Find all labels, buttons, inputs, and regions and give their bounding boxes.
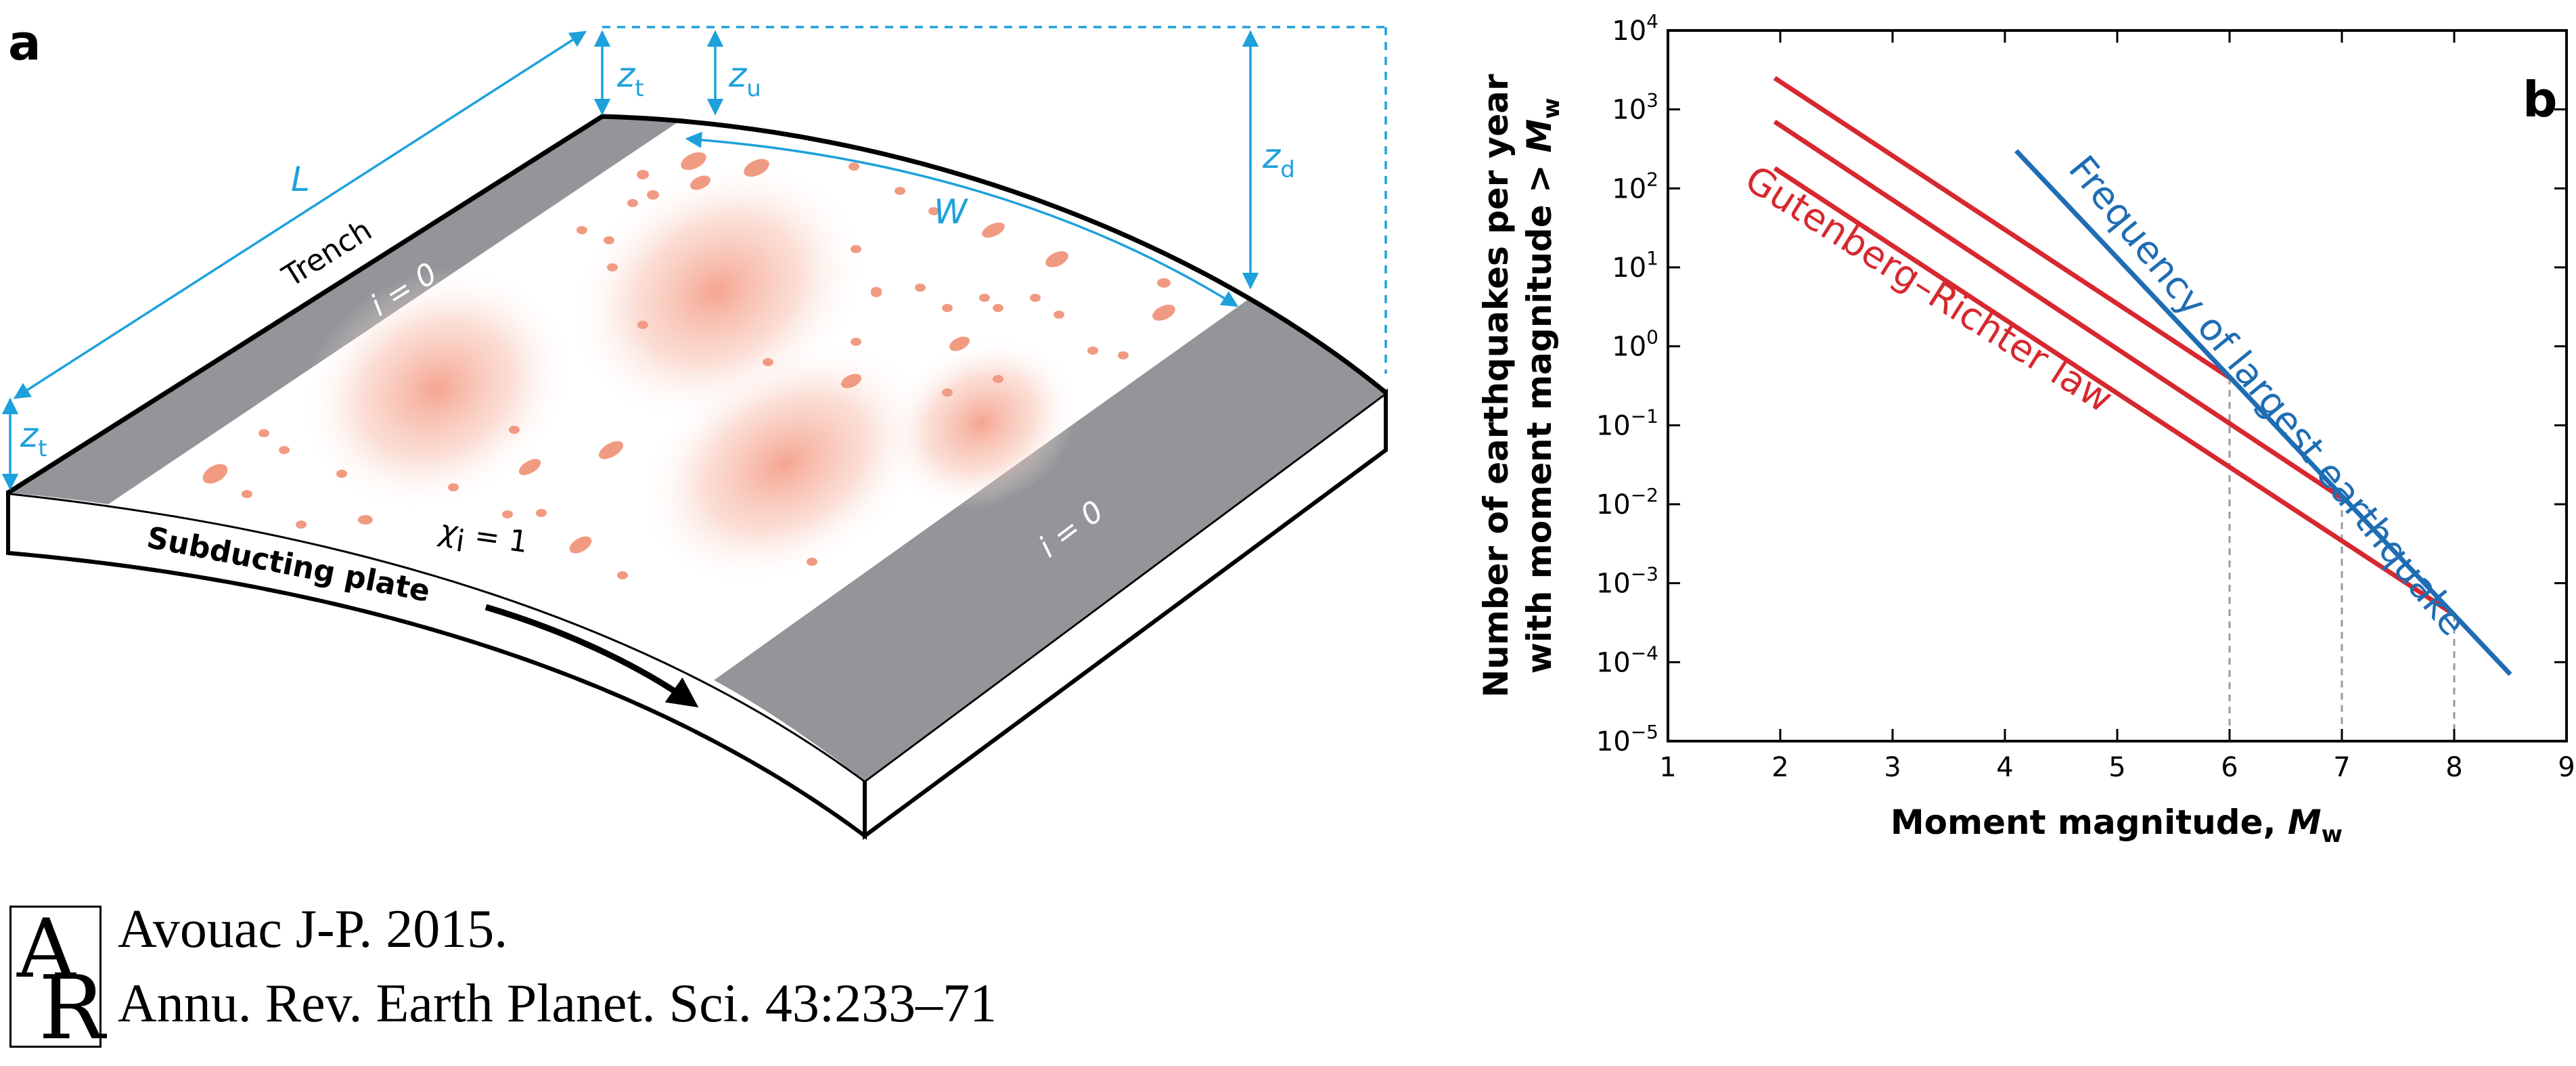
x-tick-label: 6: [2221, 752, 2238, 783]
journal-credit: A R Avouac J-P. 2015. Annu. Rev. Earth P…: [9, 899, 1160, 1059]
dimension-lines: [1, 26, 1387, 491]
panel-b-letter: b: [2523, 71, 2558, 128]
y-tick-label: 10−3: [1596, 563, 1658, 600]
y-tick-label: 10−1: [1596, 405, 1658, 441]
label-chi: χi = 1: [435, 513, 530, 568]
label-zt-left: zt: [20, 416, 47, 462]
label-zu: zu: [728, 55, 761, 102]
x-tick-label: 7: [2333, 752, 2350, 783]
x-tick-label: 2: [1771, 752, 1788, 783]
x-axis-ticks: 1 2 3 4 5 6 7 8 9: [1659, 30, 2575, 783]
y-axis-ticks: 10−5 10−4 10−3 10−2 10−1 100 101 102 103 104: [1596, 10, 2567, 757]
label-zt-top: zt: [616, 55, 644, 102]
dim-W: [685, 131, 1239, 307]
y-tick-label: 101: [1612, 247, 1658, 284]
locked-zone-deep: [714, 298, 1386, 780]
dim-L: [13, 30, 587, 399]
x-axis-title: Moment magnitude, Mw: [1891, 803, 2343, 848]
series-line-gutenberg-richter: [1773, 166, 2456, 617]
y-tick-label: 10−2: [1596, 484, 1658, 520]
series-line-largest-earthquake: [2014, 149, 2512, 676]
label-W: W: [934, 192, 968, 231]
series-line-gutenberg-richter: [1773, 76, 2231, 380]
annual-reviews-logo: A R: [9, 902, 105, 1059]
logo-letter-a: A: [17, 902, 76, 996]
series-line-gutenberg-richter: [1773, 119, 2343, 500]
x-tick-label: 4: [1996, 752, 2013, 783]
panel-a: a: [1, 14, 1388, 840]
y-tick-label: 10−5: [1596, 721, 1658, 757]
chart-series: [1773, 76, 2512, 676]
y-axis-title-line2: with moment magnitude > Mw: [1520, 97, 1565, 673]
y-axis-title-line1: Number of earthquakes per year: [1476, 74, 1516, 698]
x-tick-label: 9: [2558, 752, 2575, 783]
x-tick-label: 8: [2445, 752, 2462, 783]
logo-letter-r: R: [39, 956, 105, 1059]
x-tick-label: 1: [1659, 752, 1676, 783]
plate-base-dashed: [7, 448, 1387, 839]
subduction-arrow: [484, 604, 699, 708]
series-label-gutenberg-richter: Gutenberg–Richter law: [1738, 157, 2121, 421]
label-zd: zd: [1262, 137, 1295, 183]
label-L: L: [291, 160, 310, 199]
y-tick-label: 100: [1612, 326, 1658, 363]
credit-author-year: Avouac J-P. 2015.: [118, 900, 508, 959]
y-tick-label: 103: [1612, 89, 1658, 126]
y-tick-label: 10−4: [1596, 642, 1658, 678]
y-tick-label: 102: [1612, 168, 1658, 204]
x-tick-label: 5: [2108, 752, 2125, 783]
y-tick-label: 104: [1612, 10, 1658, 47]
credit-citation: Annu. Rev. Earth Planet. Sci. 43:233–71: [118, 974, 997, 1034]
panel-a-letter: a: [8, 14, 41, 71]
x-tick-label: 3: [1884, 752, 1901, 783]
